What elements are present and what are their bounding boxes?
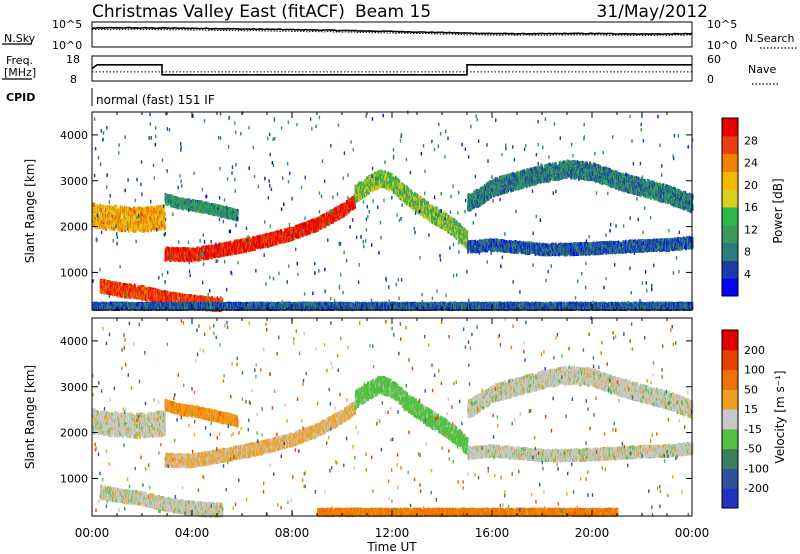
noise-series-n-search [92,29,692,36]
cpid-panel: CPID normal (fast) 151 IF [6,88,215,107]
freq-left-tick-bottom: 8 [70,73,77,86]
echo-cell-0 [164,212,166,216]
freq-left-tick-top: 18 [66,53,80,66]
echo-cell-0 [98,209,100,213]
date-label: 31/May/2012 [597,2,709,22]
cpid-label: CPID [6,91,35,104]
station-title: Christmas Valley East (fitACF) [92,2,345,22]
beam-label: Beam 15 [355,2,431,22]
echo-cell-0 [151,228,153,232]
noise-right-tick-top: 10^5 [707,18,737,31]
freq-series-group [92,65,692,75]
freq-series-line [92,65,692,75]
freq-panel-frame [92,56,692,81]
noise-left-label: N.Sky [4,32,36,45]
echo-cell-0 [103,204,105,208]
echo-cell-0 [95,225,97,229]
freq-panel: Freq. [MHz] 18 8 60 0 Nave [2,53,778,86]
echo-cell-0 [143,229,145,233]
echo-cell-0 [116,224,118,228]
power-marks [92,111,693,312]
noise-right-tick-bottom: 10^0 [707,39,737,52]
freq-right-tick-bottom: 0 [707,73,714,86]
noise-left-tick-bottom: 10^0 [52,39,82,52]
freq-right-tick-top: 60 [707,53,721,66]
noise-right-label: N.Search [745,32,795,45]
nave-label: Nave [748,63,776,76]
noise-panel-frame [92,22,692,47]
echo-cell-0 [164,225,166,229]
noise-series-group [92,28,692,36]
freq-left-label-2: [MHz] [4,66,36,79]
noise-left-tick-top: 10^5 [52,18,82,31]
cpid-text: normal (fast) 151 IF [96,93,215,107]
noise-series-n-sky [92,28,692,35]
noise-panel: N.Sky 10^5 10^0 10^5 10^0 N.Search [2,18,797,52]
